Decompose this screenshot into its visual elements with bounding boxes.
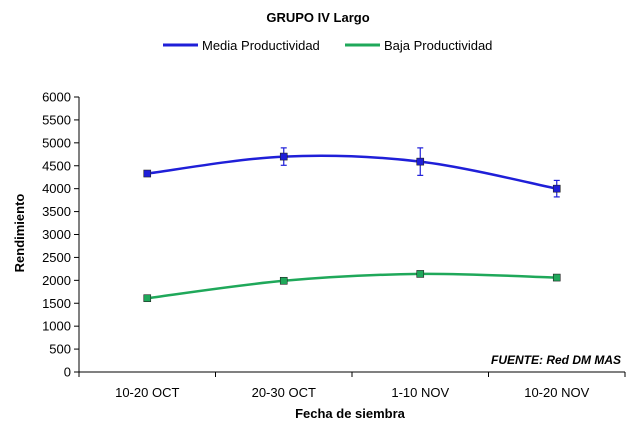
y-tick-label: 1000 bbox=[42, 319, 71, 334]
series-line bbox=[147, 154, 557, 190]
legend-label-media: Media Productividad bbox=[202, 38, 320, 53]
x-axis-title: Fecha de siembra bbox=[295, 406, 406, 421]
data-point bbox=[143, 294, 152, 303]
y-tick-label: 2000 bbox=[42, 273, 71, 288]
y-tick-label: 2500 bbox=[42, 250, 71, 265]
data-point bbox=[279, 152, 288, 161]
series-line bbox=[147, 272, 557, 300]
y-tick-label: 6000 bbox=[42, 90, 71, 105]
source-note: FUENTE: Red DM MAS bbox=[491, 353, 621, 367]
data-point bbox=[552, 184, 561, 193]
y-axis-title: Rendimiento bbox=[12, 194, 27, 273]
data-point bbox=[416, 270, 425, 278]
x-tick-label: 20-30 OCT bbox=[252, 385, 316, 400]
x-tick-label: 1-10 NOV bbox=[391, 385, 449, 400]
x-tick-label: 10-20 NOV bbox=[524, 385, 589, 400]
legend-label-baja: Baja Productividad bbox=[384, 38, 492, 53]
y-tick-label: 500 bbox=[49, 342, 71, 357]
x-tick-label: 10-20 OCT bbox=[115, 385, 179, 400]
y-tick-label: 0 bbox=[64, 365, 71, 380]
y-tick-label: 5500 bbox=[42, 112, 71, 127]
data-point bbox=[416, 157, 425, 166]
axes bbox=[78, 97, 625, 373]
legend: Media Productividad Baja Productividad bbox=[163, 38, 492, 53]
y-axis-ticks: 0 500 1000 1500 2000 2500 3000 3500 4000 4500 5000… bbox=[42, 90, 79, 380]
series-1 bbox=[143, 270, 561, 303]
y-tick-label: 1500 bbox=[42, 296, 71, 311]
chart-title: GRUPO IV Largo bbox=[266, 10, 369, 25]
data-point bbox=[279, 276, 288, 285]
y-tick-label: 3000 bbox=[42, 227, 71, 242]
x-axis-ticks: 10-20 OCT 20-30 OCT 1-10 NOV 10-20 NOV bbox=[78, 372, 626, 400]
data-point bbox=[143, 169, 152, 178]
y-tick-label: 4500 bbox=[42, 158, 71, 173]
y-tick-label: 5000 bbox=[42, 135, 71, 150]
y-tick-label: 3500 bbox=[42, 204, 71, 219]
series-layer bbox=[143, 147, 561, 303]
y-tick-label: 4000 bbox=[42, 181, 71, 196]
data-point bbox=[552, 273, 561, 282]
series-0 bbox=[143, 147, 561, 198]
